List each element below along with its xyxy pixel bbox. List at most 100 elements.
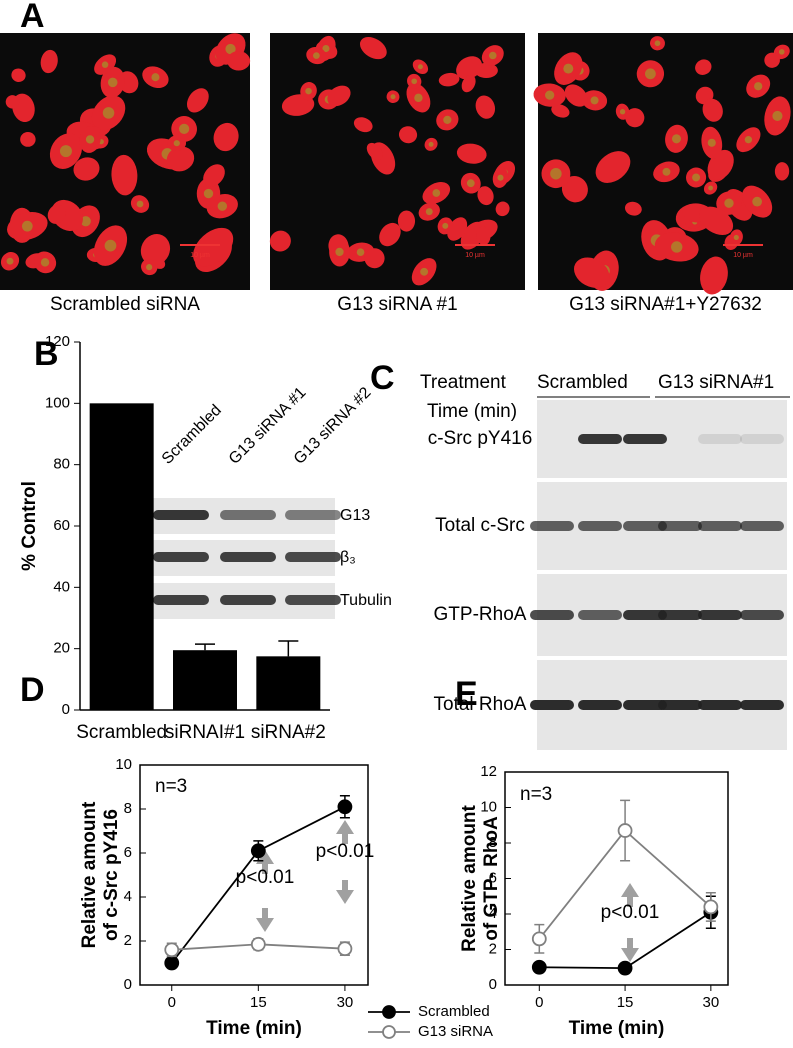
- cell: [203, 164, 225, 187]
- cell-core: [443, 115, 452, 124]
- label: Treatment: [420, 372, 507, 393]
- cell-core: [489, 51, 497, 60]
- label: 30: [703, 994, 720, 1011]
- cell-core: [644, 68, 656, 80]
- label: G13 siRNA: [418, 1023, 493, 1040]
- cell-core: [733, 234, 739, 241]
- band: [220, 595, 276, 605]
- band: [623, 521, 667, 531]
- label: G13 siRNA #1: [337, 294, 457, 315]
- band: [578, 610, 622, 620]
- label: Time (min): [206, 1018, 302, 1039]
- marker: [703, 899, 719, 915]
- cell: [193, 227, 234, 267]
- label: 15: [250, 994, 267, 1011]
- band: [623, 434, 667, 444]
- label: A: [20, 0, 45, 35]
- cell: [477, 186, 494, 206]
- cell: [764, 52, 780, 68]
- cell-core: [590, 96, 599, 105]
- label: of c-Src pY416: [101, 809, 122, 941]
- cell: [561, 176, 588, 203]
- label: 10 µm: [733, 252, 753, 259]
- label: 0: [535, 994, 543, 1011]
- band: [220, 552, 276, 562]
- label: 12: [480, 763, 497, 780]
- legend-marker: [382, 1025, 396, 1039]
- cell-core: [179, 123, 190, 135]
- cell-core: [662, 167, 671, 176]
- cell-core: [80, 216, 91, 227]
- cell: [11, 68, 26, 82]
- cell: [353, 117, 373, 133]
- arrow: [621, 883, 639, 962]
- marker: [337, 799, 353, 815]
- marker: [164, 955, 180, 971]
- cell-core: [671, 241, 683, 253]
- label: Scrambled: [418, 1003, 490, 1020]
- cell: [366, 142, 383, 160]
- cell-core: [313, 52, 320, 59]
- label: 80: [53, 456, 70, 473]
- cell: [397, 210, 416, 232]
- cell: [47, 204, 66, 224]
- cell: [595, 151, 631, 183]
- cell-core: [466, 179, 475, 188]
- band: [578, 521, 622, 531]
- label: 10: [480, 798, 497, 815]
- cell: [111, 154, 138, 196]
- legend-marker: [382, 1005, 396, 1019]
- cell-core: [225, 43, 236, 55]
- micrograph: [533, 33, 793, 295]
- cell: [20, 132, 36, 147]
- marker: [531, 959, 547, 975]
- error-bar: [195, 643, 215, 651]
- cell-core: [59, 145, 72, 158]
- cell: [40, 49, 58, 74]
- cell-core: [203, 188, 214, 199]
- label: G13: [340, 507, 370, 524]
- cell: [213, 122, 239, 152]
- band: [698, 434, 742, 444]
- band: [285, 510, 341, 520]
- cell: [227, 51, 251, 71]
- marker: [337, 941, 353, 957]
- label: Relative amount: [79, 801, 100, 948]
- micrograph: [269, 33, 525, 290]
- label: 60: [53, 517, 70, 534]
- cell-core: [550, 167, 562, 180]
- label: 40: [53, 578, 70, 595]
- cell-core: [217, 201, 228, 211]
- label: 100: [45, 394, 70, 411]
- cell-core: [671, 134, 682, 144]
- cell-core: [322, 44, 330, 53]
- marker: [617, 960, 633, 976]
- band: [623, 700, 667, 710]
- band: [153, 595, 209, 605]
- cell: [695, 59, 712, 75]
- label: D: [20, 671, 45, 709]
- plot-frame: [139, 764, 369, 986]
- cell: [564, 84, 588, 107]
- arrow: [336, 820, 354, 904]
- band: [740, 434, 784, 444]
- cell-core: [754, 82, 763, 91]
- band: [285, 552, 341, 562]
- cell-core: [305, 87, 312, 95]
- cell-core: [432, 189, 441, 197]
- band: [530, 700, 574, 710]
- cell: [495, 201, 510, 217]
- label: of GTP- RhoA: [481, 816, 502, 941]
- label: siRNAI#1: [165, 722, 245, 743]
- cell: [682, 205, 704, 223]
- marker: [250, 843, 266, 859]
- label: 30: [337, 994, 354, 1011]
- band: [740, 521, 784, 531]
- cell: [624, 201, 642, 216]
- cell-core: [654, 40, 661, 47]
- label: 10 µm: [465, 252, 485, 259]
- label: 6: [124, 844, 132, 861]
- cell: [702, 98, 723, 122]
- cell: [456, 143, 487, 164]
